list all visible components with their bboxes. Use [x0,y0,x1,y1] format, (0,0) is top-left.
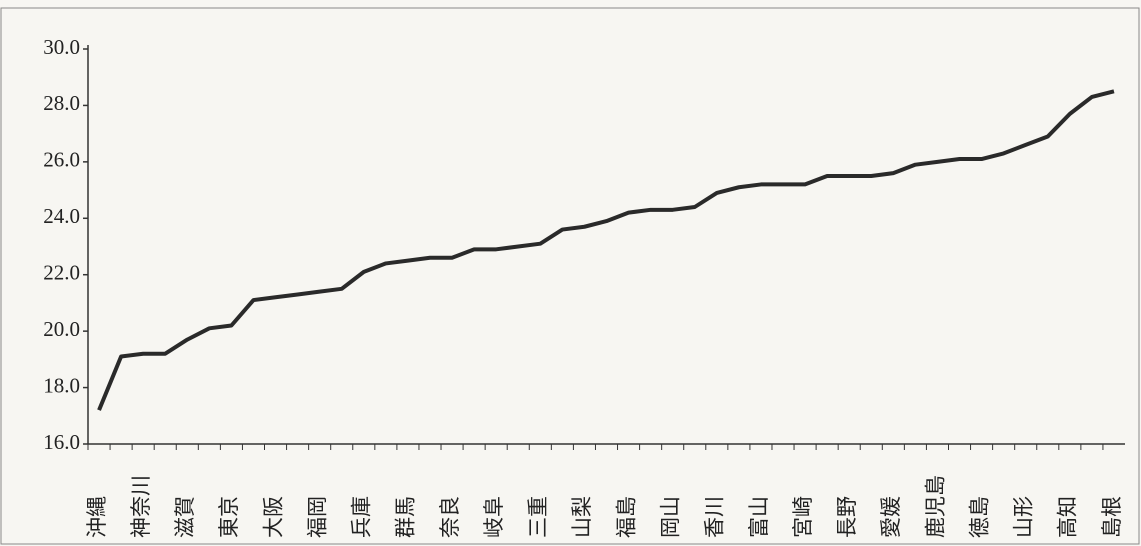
x-tick-label: 長野 [835,496,859,538]
x-tick-label: 香川 [703,496,727,538]
x-tick-label: 神奈川 [129,475,153,538]
x-tick-label: 富山 [747,496,771,538]
x-tick-label: 群馬 [394,496,418,538]
y-tick-label: 24.0 [43,204,80,228]
x-tick-label: 沖縄 [85,496,109,538]
y-tick-label: 30.0 [43,35,80,59]
y-tick-label: 20.0 [43,317,80,341]
y-tick-label: 16.0 [43,430,80,454]
x-tick-label: 福島 [614,496,638,538]
x-tick-label: 滋賀 [173,496,197,538]
y-tick-label: 28.0 [43,91,80,115]
x-tick-label: 高知 [1056,496,1080,538]
x-tick-label: 山梨 [570,496,594,538]
x-tick-label: 鹿児島 [923,475,947,538]
frame [0,7,1140,545]
line [97,89,1115,411]
x-tick-label: 島根 [1100,496,1124,538]
x-tick-label: 徳島 [967,496,991,538]
x-tick-label: 兵庫 [350,496,374,538]
y-tick-label: 26.0 [43,148,80,172]
x-tick-label: 奈良 [438,496,462,538]
x-tick-label: 大阪 [261,496,285,538]
y-tick-label: 22.0 [43,261,80,285]
y-tick-label: 18.0 [43,373,80,397]
x-tick-label: 宮崎 [791,496,815,538]
x-tick-label: 山形 [1012,496,1036,538]
x-tick-label: 岡山 [659,496,683,538]
x-tick-label: 岐阜 [482,496,506,538]
x-tick-label: 東京 [217,496,241,538]
x-tick-label: 三重 [526,496,550,538]
x-tick-label: 福岡 [305,496,329,538]
x-tick-label: 愛媛 [879,496,903,538]
